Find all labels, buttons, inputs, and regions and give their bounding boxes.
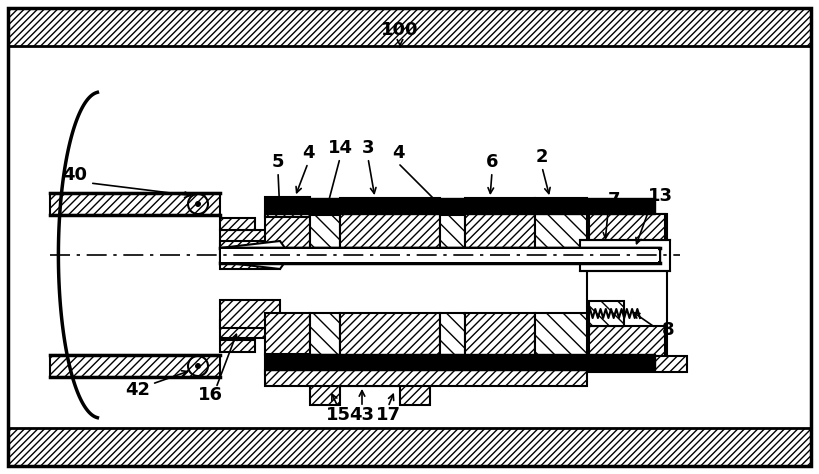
Bar — [265, 197, 310, 217]
Bar — [340, 370, 400, 386]
Text: 4: 4 — [391, 144, 405, 162]
Bar — [220, 218, 255, 230]
Polygon shape — [220, 241, 290, 269]
Bar — [310, 313, 340, 355]
Circle shape — [195, 201, 201, 207]
Bar — [220, 247, 660, 263]
Bar — [589, 301, 624, 326]
Bar — [220, 241, 280, 269]
Bar — [265, 198, 655, 214]
Bar — [266, 342, 654, 354]
Bar — [265, 313, 310, 355]
Bar — [535, 313, 587, 372]
Bar — [310, 215, 340, 257]
Text: 8: 8 — [662, 321, 674, 339]
Bar — [440, 215, 465, 257]
Bar — [221, 249, 658, 262]
Bar — [580, 240, 670, 271]
Text: 9: 9 — [630, 353, 642, 371]
Bar — [220, 230, 280, 248]
Bar — [265, 354, 655, 370]
Circle shape — [195, 363, 201, 369]
Bar — [9, 46, 810, 428]
Bar — [221, 249, 659, 261]
Bar — [589, 244, 624, 269]
Text: 2: 2 — [536, 148, 548, 166]
Text: 42: 42 — [125, 381, 151, 399]
Bar — [50, 355, 220, 377]
Bar — [266, 214, 654, 226]
Bar — [265, 215, 310, 257]
Bar — [8, 428, 811, 466]
Bar — [8, 8, 811, 46]
Text: 100: 100 — [382, 21, 419, 39]
Bar — [440, 313, 465, 355]
Bar — [220, 300, 280, 328]
Bar — [50, 193, 220, 215]
Text: 5: 5 — [272, 153, 284, 171]
Text: 15: 15 — [325, 406, 351, 424]
Text: 14: 14 — [328, 139, 352, 157]
Text: 7: 7 — [608, 191, 620, 209]
Bar — [535, 356, 687, 372]
Text: 3: 3 — [362, 139, 374, 157]
Bar — [340, 313, 440, 372]
Bar — [465, 198, 535, 257]
Text: 13: 13 — [648, 187, 672, 205]
Text: 43: 43 — [350, 406, 374, 424]
Bar — [310, 355, 340, 405]
Bar — [589, 214, 665, 244]
Bar — [265, 370, 587, 386]
Bar — [220, 340, 255, 352]
Text: 6: 6 — [486, 153, 498, 171]
Bar — [535, 198, 587, 257]
Bar — [400, 355, 430, 405]
Text: 4: 4 — [301, 144, 314, 162]
Bar — [220, 320, 280, 338]
Text: 40: 40 — [62, 166, 88, 184]
Bar — [587, 214, 667, 356]
Bar — [340, 198, 440, 257]
Bar — [265, 354, 310, 374]
Text: 17: 17 — [375, 406, 400, 424]
Text: 16: 16 — [197, 386, 223, 404]
Bar — [465, 313, 535, 372]
Bar — [589, 326, 665, 356]
